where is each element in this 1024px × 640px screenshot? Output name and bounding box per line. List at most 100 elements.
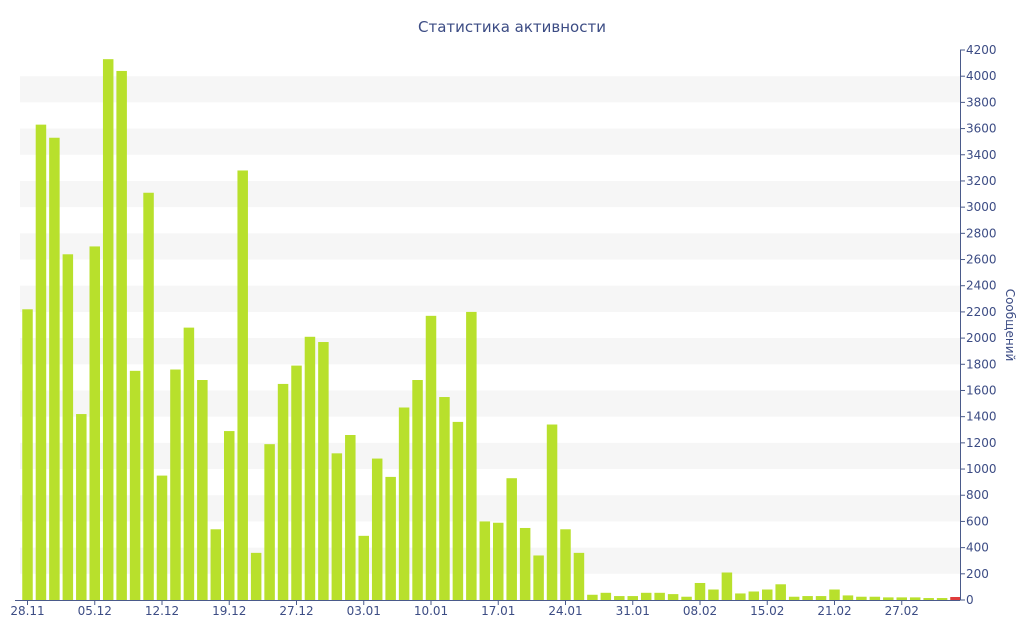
bar[interactable] — [493, 522, 504, 600]
x-tick-label: 10.01 — [414, 604, 448, 618]
x-tick-label: 31.01 — [616, 604, 650, 618]
y-tick-label: 2400 — [966, 279, 997, 293]
bar[interactable] — [89, 246, 101, 600]
bar[interactable] — [600, 592, 612, 600]
bar[interactable] — [197, 380, 208, 600]
bar[interactable] — [76, 414, 87, 600]
bar[interactable] — [183, 327, 195, 600]
bar[interactable] — [869, 596, 881, 600]
x-tick-label: 08.02 — [683, 604, 717, 618]
bar[interactable] — [479, 521, 491, 600]
bar[interactable] — [170, 369, 181, 600]
y-tick-label: 2800 — [966, 226, 997, 240]
bar[interactable] — [277, 383, 289, 600]
bar[interactable] — [210, 529, 222, 600]
x-axis: 28.11 05.12 12.12 19.12 27.12 03.01 10.01 17.01… — [10, 600, 960, 618]
bar[interactable] — [936, 598, 948, 600]
y-tick-label: 2600 — [966, 253, 997, 267]
bar[interactable] — [923, 598, 934, 600]
bar[interactable] — [856, 596, 867, 600]
bar[interactable] — [224, 431, 235, 600]
bar[interactable] — [22, 309, 33, 600]
x-tick-label: 03.01 — [347, 604, 381, 618]
bar[interactable] — [694, 582, 706, 600]
bar[interactable] — [466, 311, 477, 600]
bar[interactable] — [681, 596, 692, 600]
x-tick-label: 24.01 — [548, 604, 582, 618]
x-tick-label: 17.01 — [481, 604, 515, 618]
bar[interactable] — [546, 424, 558, 600]
bar[interactable] — [802, 596, 813, 600]
bar[interactable] — [452, 421, 464, 600]
bar[interactable] — [291, 365, 302, 600]
bar[interactable] — [304, 336, 316, 600]
y-tick-label: 400 — [966, 541, 989, 555]
x-tick-label: 27.12 — [279, 604, 313, 618]
bar[interactable] — [667, 594, 679, 600]
bar[interactable] — [587, 594, 598, 600]
bar[interactable] — [129, 370, 141, 600]
bar[interactable] — [371, 458, 383, 600]
bar[interactable] — [829, 589, 840, 600]
y-tick-label: 2200 — [966, 305, 997, 319]
bar[interactable] — [412, 380, 423, 600]
bar[interactable] — [506, 478, 517, 600]
y-tick-label: 0 — [966, 593, 974, 607]
bar[interactable] — [762, 589, 773, 600]
y-tick-label: 3200 — [966, 174, 997, 188]
bar[interactable] — [896, 597, 908, 600]
bar[interactable] — [748, 591, 760, 600]
bar[interactable] — [385, 476, 396, 600]
bar[interactable] — [614, 596, 625, 600]
bar[interactable] — [264, 444, 275, 600]
x-tick-label: 12.12 — [145, 604, 179, 618]
bar[interactable] — [708, 589, 719, 600]
bar[interactable] — [573, 552, 585, 600]
bar[interactable] — [49, 137, 60, 601]
y-tick-label: 2000 — [966, 331, 997, 345]
x-tick-label: 21.02 — [817, 604, 851, 618]
bar[interactable] — [358, 535, 370, 600]
bar[interactable] — [250, 552, 262, 600]
bar[interactable] — [116, 70, 127, 600]
grid-band — [20, 76, 960, 103]
x-tick-label: 27.02 — [885, 604, 919, 618]
chart-title: Статистика активности — [418, 18, 606, 36]
bar[interactable] — [439, 397, 450, 600]
bar[interactable] — [640, 592, 652, 600]
bar[interactable] — [533, 555, 544, 600]
bar[interactable] — [735, 593, 746, 600]
bar[interactable] — [627, 596, 639, 600]
x-tick-label: 15.02 — [750, 604, 784, 618]
y-tick-label: 600 — [966, 514, 989, 528]
bar[interactable] — [331, 453, 343, 600]
y-tick-label: 4200 — [966, 43, 997, 57]
y-tick-label: 3600 — [966, 122, 997, 136]
bar[interactable] — [102, 59, 114, 601]
bar[interactable] — [815, 596, 827, 600]
bar[interactable] — [883, 597, 894, 600]
x-tick-label: 19.12 — [212, 604, 246, 618]
bar[interactable] — [654, 592, 665, 600]
bar[interactable] — [35, 124, 47, 600]
y-tick-label: 3400 — [966, 148, 997, 162]
bar[interactable] — [398, 407, 410, 601]
bar[interactable] — [775, 584, 786, 600]
bar[interactable] — [318, 342, 329, 600]
bar[interactable] — [788, 596, 800, 600]
bar[interactable] — [842, 595, 854, 600]
bar[interactable] — [519, 527, 531, 600]
bar[interactable] — [909, 597, 921, 600]
bar[interactable] — [156, 475, 168, 600]
bar[interactable] — [560, 529, 571, 600]
bar[interactable] — [237, 170, 248, 601]
bar[interactable] — [143, 192, 154, 601]
x-tick-label: 28.11 — [10, 604, 44, 618]
x-tick-label: 05.12 — [78, 604, 112, 618]
bar[interactable] — [425, 315, 437, 600]
y-tick-label: 1400 — [966, 410, 997, 424]
bar[interactable] — [721, 572, 733, 601]
bar[interactable] — [345, 435, 356, 600]
bar[interactable] — [62, 254, 74, 601]
y-axis-title: Сообщений — [1003, 289, 1017, 362]
